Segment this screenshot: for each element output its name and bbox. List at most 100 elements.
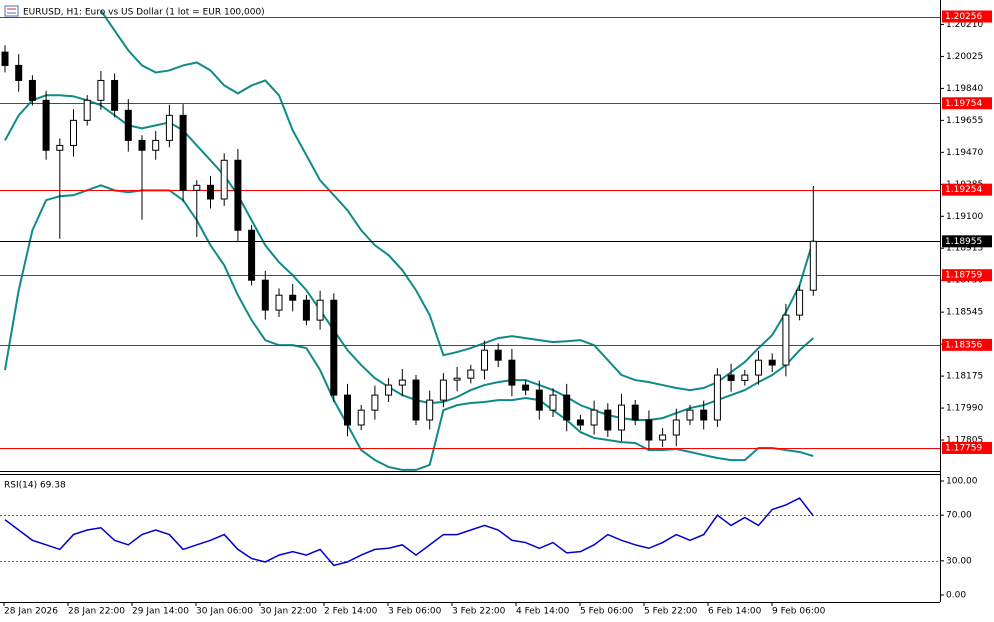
candle-body	[631, 404, 639, 421]
x-tick-label: 3 Feb 06:00	[388, 607, 442, 617]
x-tick-label: 28 Jan 22:00	[68, 607, 125, 617]
candle-body	[563, 394, 571, 421]
candle-body	[768, 359, 776, 366]
candle-body	[179, 114, 187, 191]
candle-body	[755, 359, 762, 376]
candle-body	[42, 99, 50, 151]
candle-body	[152, 139, 160, 151]
candle-body	[508, 359, 516, 386]
candle-body	[426, 399, 434, 421]
candle-body	[412, 379, 420, 421]
candle-body	[453, 377, 461, 381]
bollinger-middle	[4, 94, 814, 421]
candle-body	[344, 394, 351, 426]
chart-title: EURUSD, H1: Euro vs US Dollar (1 lot = E…	[23, 8, 265, 18]
x-tick-label: 29 Jan 14:00	[132, 607, 189, 617]
candle-body	[727, 374, 735, 381]
y-tick-label: 1.19470	[946, 148, 983, 158]
x-tick-label: 9 Feb 06:00	[772, 607, 826, 617]
y-tick-label: 1.20210	[946, 20, 983, 30]
candle-body	[385, 384, 393, 396]
candle-body	[672, 419, 680, 436]
level-label: 1.18759	[945, 271, 982, 281]
y-tick-label: 1.18175	[946, 372, 983, 382]
level-box	[942, 10, 992, 23]
candle-body	[494, 349, 502, 361]
candle-body	[590, 409, 598, 426]
level-box	[942, 338, 992, 351]
candle-body	[302, 299, 310, 321]
candle-body	[124, 109, 132, 141]
y-tick-label: 1.20025	[946, 52, 983, 62]
level-box	[942, 183, 992, 196]
candle-body	[686, 409, 694, 421]
y-tick-label: 1.19655	[946, 116, 983, 126]
price-panel	[0, 9, 940, 471]
candle-body	[28, 79, 36, 101]
candle-body	[659, 434, 667, 441]
level-label: 1.18356	[945, 340, 982, 350]
x-tick-label: 3 Feb 22:00	[452, 607, 506, 617]
candle-body	[70, 119, 77, 146]
candle-body	[713, 374, 721, 421]
candle-body	[398, 379, 406, 386]
level-box	[942, 97, 992, 110]
candle-body	[275, 294, 283, 311]
candle-body	[481, 349, 488, 371]
candle-body	[330, 299, 338, 396]
candle-body	[467, 369, 475, 379]
x-tick-label: 4 Feb 14:00	[516, 607, 570, 617]
candle-body	[809, 240, 817, 291]
y-tick-label: 1.17990	[946, 404, 983, 414]
last-price-label: 1.18955	[945, 237, 982, 247]
candle-body	[549, 394, 557, 411]
candle-body	[535, 389, 543, 411]
level-label: 1.17759	[945, 443, 982, 453]
y-tick-label: 1.19100	[946, 212, 983, 222]
candle-body	[439, 379, 447, 401]
candle-body	[289, 294, 297, 301]
level-box	[942, 269, 992, 282]
candle-body	[796, 289, 804, 316]
candle-body	[782, 314, 790, 366]
candle-body	[1, 51, 9, 66]
last-price-box	[942, 235, 992, 248]
rsi-tick-label: 30.00	[946, 556, 972, 566]
candle-body	[522, 384, 530, 391]
candle-body	[248, 229, 256, 281]
rsi-tick-label: 0.00	[946, 591, 966, 601]
x-tick-label: 28 Jan 2026	[4, 607, 58, 617]
rsi-line	[4, 497, 814, 567]
candle-body	[261, 279, 269, 311]
symbol-icon	[4, 5, 19, 17]
overlay: EURUSD, H1: Euro vs US Dollar (1 lot = E…	[4, 5, 265, 491]
candle-body	[700, 409, 708, 421]
y-tick-label: 1.18545	[946, 308, 983, 318]
y-tick-label: 1.17805	[946, 436, 983, 446]
level-label: 1.19254	[945, 185, 982, 195]
candle-body	[56, 144, 64, 151]
candle-body	[83, 99, 91, 121]
x-tick-label: 30 Jan 22:00	[260, 607, 317, 617]
y-tick-label: 1.19840	[946, 84, 983, 94]
level-label: 1.20256	[945, 12, 982, 22]
level-box	[942, 441, 992, 454]
rsi-title: RSI(14) 69.38	[4, 481, 66, 491]
candle-body	[220, 159, 228, 200]
rsi-tick-label: 100.00	[946, 477, 978, 487]
candle-body	[357, 409, 365, 426]
x-tick-label: 2 Feb 14:00	[324, 607, 378, 617]
x-tick-label: 30 Jan 06:00	[196, 607, 253, 617]
candle-body	[645, 419, 653, 441]
candle-body	[193, 184, 201, 191]
level-label: 1.19754	[945, 99, 982, 109]
x-tick-label: 5 Feb 06:00	[580, 607, 634, 617]
candle-body	[97, 79, 105, 101]
rsi-tick-label: 70.00	[946, 511, 972, 521]
y-tick-label: 1.18915	[946, 244, 983, 254]
candle-body	[576, 419, 584, 426]
candle-body	[604, 409, 612, 431]
candle-body	[618, 404, 625, 431]
